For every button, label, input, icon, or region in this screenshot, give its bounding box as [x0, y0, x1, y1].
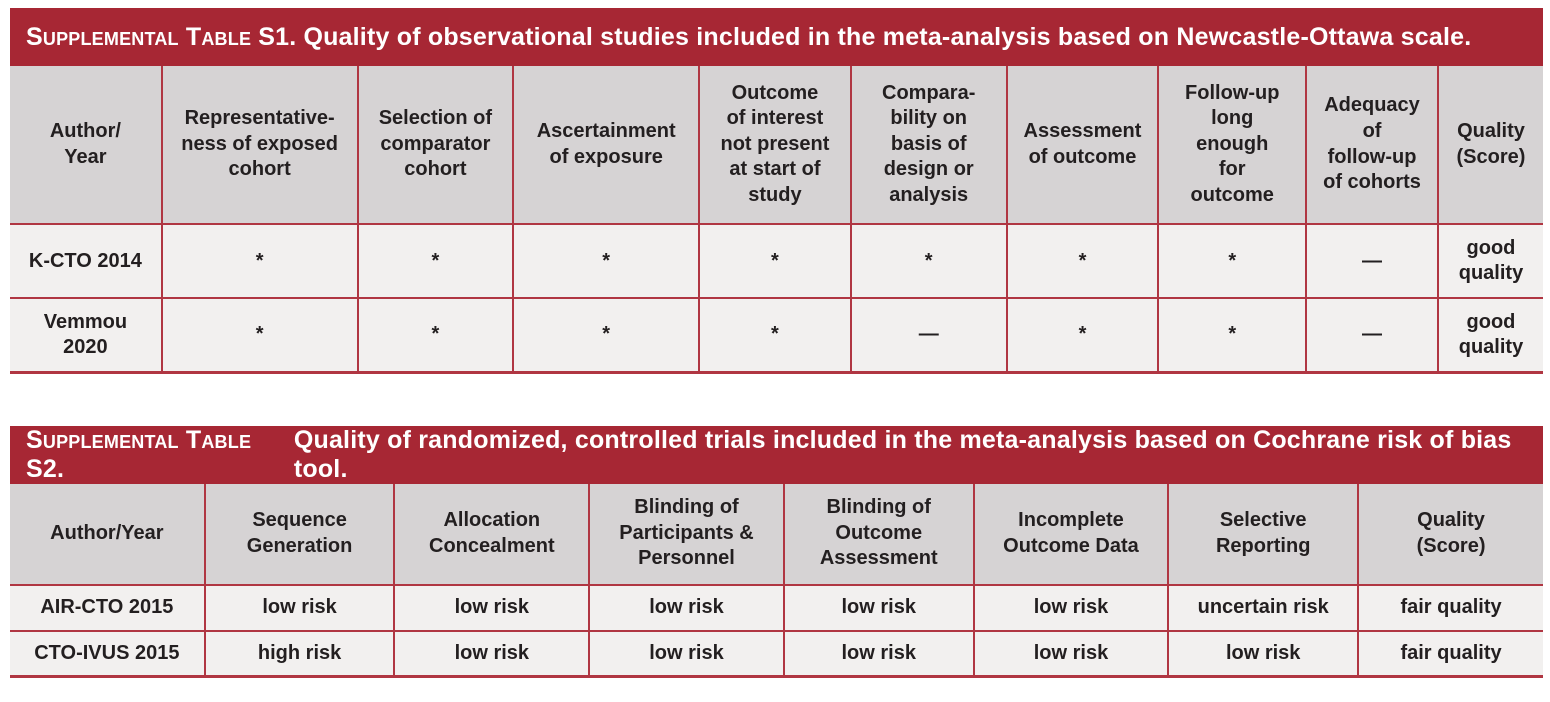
column-header-quality-score: Quality (Score)	[1436, 66, 1543, 225]
column-header-blinding-outcome: Blinding of Outcome Assessment	[782, 483, 974, 586]
column-header-selection-comparator: Selection of comparator cohort	[356, 66, 514, 225]
table-row-ctoivus-2015: CTO-IVUS 2015 high risk low risk low ris…	[10, 630, 1543, 678]
cell-representativeness: *	[160, 224, 358, 299]
cell-ascertainment: *	[512, 224, 700, 299]
cell-ascertainment: *	[512, 298, 700, 374]
cell-sequence-generation: high risk	[203, 630, 395, 678]
cell-author: AIR-CTO 2015	[10, 584, 205, 632]
cell-assessment-outcome: *	[1005, 224, 1159, 299]
cell-comparability: *	[849, 224, 1007, 299]
table-s1: Author/ Year Representative- ness of exp…	[10, 66, 1543, 374]
cell-incomplete-outcome-data: low risk	[972, 630, 1169, 678]
cell-followup-long: *	[1157, 298, 1307, 374]
cell-author: CTO-IVUS 2015	[10, 630, 205, 678]
column-header-representativeness: Representative- ness of exposed cohort	[160, 66, 358, 225]
cell-representativeness: *	[160, 298, 358, 374]
column-header-followup-long: Follow-up long enough for outcome	[1157, 66, 1307, 225]
cell-assessment-outcome: *	[1005, 298, 1159, 374]
column-header-quality-score: Quality (Score)	[1357, 483, 1543, 586]
cell-adequacy-followup: —	[1305, 298, 1438, 374]
table-gap	[10, 374, 1543, 426]
column-header-adequacy-followup: Adequacy of follow-up of cohorts	[1305, 66, 1438, 225]
cell-allocation-concealment: low risk	[393, 630, 590, 678]
cell-outcome-not-present: *	[698, 224, 851, 299]
column-header-blinding-participants: Blinding of Participants & Personnel	[588, 483, 784, 586]
cell-incomplete-outcome-data: low risk	[972, 584, 1169, 632]
table-s2-header-row: Author/Year Sequence Generation Allocati…	[10, 483, 1543, 586]
cell-blinding-outcome: low risk	[782, 584, 974, 632]
cell-adequacy-followup: —	[1305, 224, 1438, 299]
cell-quality-score: good quality	[1436, 224, 1543, 299]
column-header-outcome-not-present: Outcome of interest not present at start…	[698, 66, 851, 225]
column-header-allocation-concealment: Allocation Concealment	[393, 483, 590, 586]
table-s2: Author/Year Sequence Generation Allocati…	[10, 483, 1543, 678]
table-row-vemmou-2020: Vemmou 2020 * * * * — * * — good quality	[10, 298, 1543, 374]
column-header-assessment-outcome: Assessment of outcome	[1005, 66, 1159, 225]
column-header-comparability: Compara- bility on basis of design or an…	[849, 66, 1007, 225]
column-header-incomplete-outcome-data: Incomplete Outcome Data	[972, 483, 1169, 586]
cell-quality-score: fair quality	[1357, 630, 1543, 678]
table-s2-title-bar: Supplemental Table S2. Quality of random…	[10, 425, 1543, 484]
cell-selective-reporting: low risk	[1167, 630, 1359, 678]
page: Supplemental Table S1. Quality of observ…	[10, 8, 1543, 678]
cell-blinding-outcome: low risk	[782, 630, 974, 678]
table-s1-header-row: Author/ Year Representative- ness of exp…	[10, 66, 1543, 225]
cell-selective-reporting: uncertain risk	[1167, 584, 1359, 632]
cell-sequence-generation: low risk	[203, 584, 395, 632]
supplemental-table-s1-block: Supplemental Table S1. Quality of observ…	[10, 8, 1543, 374]
table-row-kcto-2014: K-CTO 2014 * * * * * * * — good quality	[10, 224, 1543, 299]
column-header-sequence-generation: Sequence Generation	[203, 483, 395, 586]
cell-blinding-participants: low risk	[588, 584, 784, 632]
table-row-aircto-2015: AIR-CTO 2015 low risk low risk low risk …	[10, 584, 1543, 632]
column-header-author-year: Author/Year	[10, 483, 205, 586]
table-s2-title-label: Supplemental Table S2.	[26, 425, 252, 483]
table-s1-title-text: Quality of observational studies include…	[303, 22, 1472, 51]
cell-outcome-not-present: *	[698, 298, 851, 374]
cell-blinding-participants: low risk	[588, 630, 784, 678]
cell-selection-comparator: *	[356, 224, 514, 299]
column-header-author-year: Author/ Year	[10, 66, 162, 225]
cell-allocation-concealment: low risk	[393, 584, 590, 632]
cell-followup-long: *	[1157, 224, 1307, 299]
cell-quality-score: fair quality	[1357, 584, 1543, 632]
cell-quality-score: good quality	[1436, 298, 1543, 374]
table-s1-title-bar: Supplemental Table S1. Quality of observ…	[10, 8, 1543, 66]
cell-selection-comparator: *	[356, 298, 514, 374]
table-s1-title-label: Supplemental Table S1.	[26, 22, 297, 51]
cell-author: K-CTO 2014	[10, 224, 162, 299]
cell-author: Vemmou 2020	[10, 298, 162, 374]
column-header-ascertainment: Ascertainment of exposure	[512, 66, 700, 225]
column-header-selective-reporting: Selective Reporting	[1167, 483, 1359, 586]
cell-comparability: —	[849, 298, 1007, 374]
table-s2-title-text: Quality of randomized, controlled trials…	[293, 425, 1512, 483]
supplemental-table-s2-block: Supplemental Table S2. Quality of random…	[10, 425, 1543, 678]
